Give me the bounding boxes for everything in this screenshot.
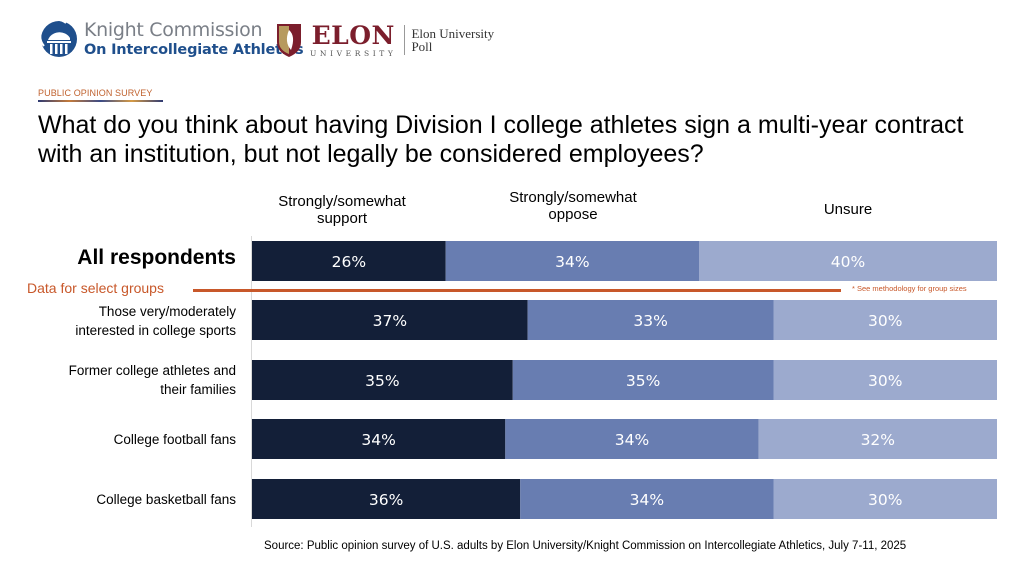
survey-tag: PUBLIC OPINION SURVEY: [38, 88, 153, 98]
bar-value-label: 34%: [361, 431, 395, 449]
row-label-line: interested in college sports: [75, 323, 236, 338]
bar-segment-strongly-somewhat-support-4: [252, 479, 521, 519]
elon-poll-line1: Elon University: [411, 26, 495, 41]
row-label-interested: Those very/moderately interested in coll…: [0, 302, 236, 340]
knight-commission-dome-icon: [40, 18, 77, 57]
legend-oppose-line2: oppose: [548, 206, 598, 223]
survey-tag-underline: [38, 100, 163, 102]
bar-segment-strongly-somewhat-support-2: [252, 360, 513, 400]
bar-segment-strongly-somewhat-support-0: [252, 241, 446, 281]
select-groups-annotation: Data for select groups: [27, 280, 164, 296]
row-label-line: Former college athletes and: [68, 363, 236, 378]
legend-unsure-line1: Unsure: [823, 201, 873, 218]
row-label-former-athletes: Former college athletes and their famili…: [0, 361, 236, 399]
elon-university-poll-logo: ELON UNIVERSITY Elon University Poll: [276, 22, 494, 58]
elon-logo-divider: [404, 25, 406, 55]
bar-value-label: 36%: [369, 491, 403, 509]
row-label-line: All respondents: [77, 246, 236, 269]
row-label-line: College basketball fans: [96, 492, 236, 507]
bar-segment-strongly-somewhat-oppose-1: [527, 300, 774, 340]
legend-support-line1: Strongly/somewhat: [278, 193, 406, 210]
knight-logo-line1: Knight Commission: [84, 18, 263, 41]
select-groups-divider-line: [193, 289, 841, 292]
bar-segment-strongly-somewhat-support-1: [252, 300, 528, 340]
legend-support: Strongly/somewhat support: [254, 193, 430, 227]
bar-value-label: 26%: [332, 253, 366, 271]
row-label-line: Those very/moderately: [98, 304, 236, 319]
bar-segment-strongly-somewhat-oppose-4: [520, 479, 774, 519]
elon-logo-name: ELON: [311, 20, 395, 50]
source-note: Source: Public opinion survey of U.S. ad…: [264, 540, 907, 552]
category-axis-line: [251, 236, 252, 527]
knight-commission-logo: Knight Commission On Intercollegiate Ath…: [40, 18, 304, 60]
elon-poll-line2: Poll: [411, 39, 433, 54]
bar-value-label: 34%: [615, 431, 649, 449]
bar-value-label: 30%: [868, 312, 902, 330]
legend-oppose-line1: Strongly/somewhat: [509, 189, 637, 206]
bar-value-label: 30%: [868, 372, 902, 390]
bar-value-label: 35%: [626, 372, 660, 390]
row-label-basketball-fans: College basketball fans: [0, 490, 236, 509]
methodology-note: * See methodology for group sizes: [852, 284, 967, 293]
bar-segment-unsure-2: [773, 360, 997, 400]
bar-value-label: 34%: [555, 253, 589, 271]
row-label-football-fans: College football fans: [0, 430, 236, 449]
bar-segment-strongly-somewhat-oppose-3: [505, 419, 759, 459]
bar-value-label: 34%: [630, 491, 664, 509]
bar-value-label: 40%: [831, 253, 865, 271]
bar-segment-unsure-0: [699, 241, 997, 281]
bar-value-label: 33%: [633, 312, 667, 330]
bar-segment-strongly-somewhat-oppose-2: [512, 360, 774, 400]
elon-shield-icon: [277, 24, 301, 57]
bar-segment-unsure-4: [773, 479, 997, 519]
bar-value-label: 35%: [365, 372, 399, 390]
chart-title: What do you think about having Division …: [38, 111, 964, 168]
elon-logo-sub: UNIVERSITY: [310, 48, 397, 58]
bar-value-label: 32%: [861, 431, 895, 449]
bar-segment-unsure-1: [773, 300, 997, 340]
knight-logo-line2: On Intercollegiate Athletics: [84, 41, 304, 58]
row-label-line: College football fans: [113, 432, 236, 447]
legend-support-line2: support: [316, 210, 368, 227]
bar-segment-strongly-somewhat-support-3: [252, 419, 506, 459]
bar-value-label: 37%: [373, 312, 407, 330]
bar-value-label: 30%: [868, 491, 902, 509]
legend-oppose: Strongly/somewhat oppose: [485, 189, 661, 223]
bar-segment-strongly-somewhat-oppose-0: [445, 241, 699, 281]
row-label-line: their families: [160, 382, 236, 397]
legend-unsure: Unsure: [760, 201, 936, 218]
row-label-all-respondents: All respondents: [6, 246, 236, 270]
bar-segment-unsure-3: [758, 419, 997, 459]
